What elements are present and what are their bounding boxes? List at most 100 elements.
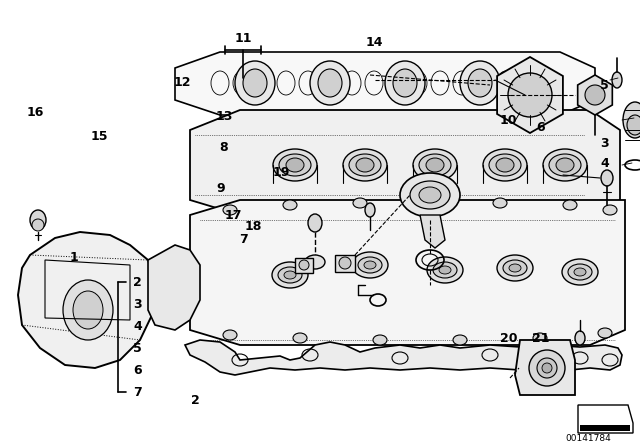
Ellipse shape [503,260,527,276]
Ellipse shape [385,61,425,105]
Ellipse shape [585,85,605,105]
Ellipse shape [549,154,581,176]
Text: 1: 1 [69,251,78,264]
Ellipse shape [419,154,451,176]
Ellipse shape [496,158,514,172]
Ellipse shape [556,158,574,172]
Ellipse shape [575,331,585,345]
Ellipse shape [426,158,444,172]
Text: 19: 19 [273,166,291,179]
Polygon shape [185,340,622,375]
Ellipse shape [453,335,467,345]
Ellipse shape [305,255,325,269]
Ellipse shape [318,69,342,97]
Ellipse shape [273,149,317,181]
Text: 18: 18 [244,220,262,233]
Ellipse shape [349,154,381,176]
Ellipse shape [489,154,521,176]
Text: 00141784: 00141784 [565,434,611,443]
Text: 16: 16 [26,105,44,119]
Ellipse shape [543,149,587,181]
Text: 21: 21 [532,332,550,345]
Ellipse shape [353,198,367,208]
Ellipse shape [364,261,376,269]
Ellipse shape [483,149,527,181]
Ellipse shape [493,198,507,208]
Text: 9: 9 [216,181,225,195]
Polygon shape [578,75,612,115]
Ellipse shape [601,170,613,186]
Polygon shape [190,200,625,345]
Text: 3: 3 [600,137,609,150]
Text: 4: 4 [600,157,609,170]
Polygon shape [190,110,620,215]
Ellipse shape [508,73,552,117]
Ellipse shape [433,262,457,278]
Ellipse shape [243,69,267,97]
Text: 14: 14 [365,36,383,49]
Text: 5: 5 [600,78,609,92]
Ellipse shape [419,187,441,203]
Ellipse shape [439,266,451,274]
Text: 11: 11 [234,31,252,45]
Ellipse shape [352,252,388,278]
Ellipse shape [339,257,351,269]
Ellipse shape [223,330,237,340]
Ellipse shape [574,268,586,276]
Polygon shape [515,340,575,395]
Text: 12: 12 [173,76,191,90]
Polygon shape [295,258,313,273]
Ellipse shape [358,257,382,273]
Text: 6: 6 [133,363,142,377]
Ellipse shape [427,257,463,283]
Ellipse shape [529,350,565,386]
Polygon shape [497,57,563,133]
Polygon shape [18,232,155,368]
Ellipse shape [562,259,598,285]
Polygon shape [148,245,200,330]
Polygon shape [335,255,355,272]
Ellipse shape [568,264,592,280]
Text: 10: 10 [500,114,518,128]
Text: 5: 5 [133,341,142,355]
Ellipse shape [365,203,375,217]
Ellipse shape [235,61,275,105]
Ellipse shape [598,328,612,338]
Ellipse shape [413,149,457,181]
Text: 7: 7 [133,385,142,399]
Ellipse shape [537,358,557,378]
Ellipse shape [509,264,521,272]
Ellipse shape [533,333,547,343]
Ellipse shape [563,200,577,210]
Ellipse shape [603,205,617,215]
Ellipse shape [293,333,307,343]
Ellipse shape [623,102,640,138]
Ellipse shape [73,291,103,329]
Polygon shape [175,52,595,115]
Text: 3: 3 [133,297,142,311]
Ellipse shape [410,181,450,209]
Ellipse shape [283,200,297,210]
Ellipse shape [627,115,640,135]
Ellipse shape [272,262,308,288]
Text: 17: 17 [225,208,243,222]
Ellipse shape [343,149,387,181]
Text: 2: 2 [133,276,142,289]
Text: 4: 4 [133,319,142,333]
Polygon shape [420,215,445,248]
Ellipse shape [279,154,311,176]
Ellipse shape [32,219,44,231]
Ellipse shape [400,173,460,217]
Ellipse shape [373,335,387,345]
Polygon shape [580,425,630,431]
Ellipse shape [278,267,302,283]
Text: 2: 2 [191,394,200,408]
Ellipse shape [63,280,113,340]
Text: 20: 20 [500,332,518,345]
Ellipse shape [460,61,500,105]
Text: 7: 7 [239,233,248,246]
Text: 15: 15 [90,130,108,143]
Ellipse shape [30,210,46,230]
Ellipse shape [284,271,296,279]
Ellipse shape [310,61,350,105]
